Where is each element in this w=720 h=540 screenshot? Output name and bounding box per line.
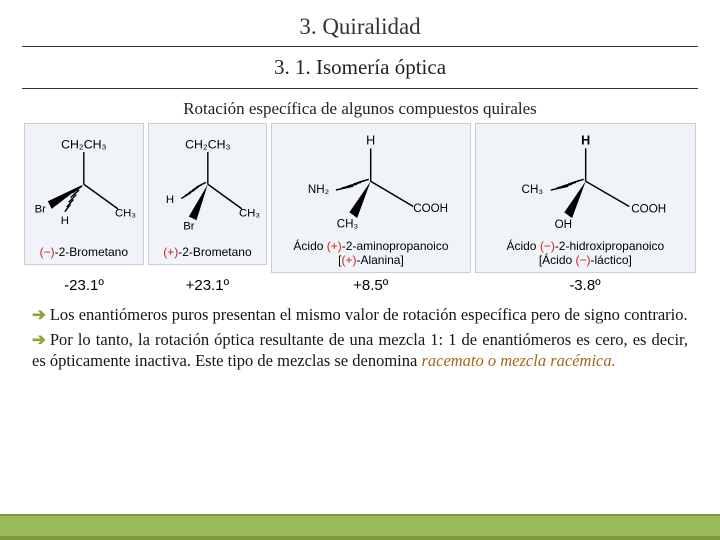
svg-text:H: H (165, 194, 173, 206)
emphasis: racemato o mezcla racémica. (421, 351, 615, 370)
page-subtitle: 3. 1. Isomería óptica (0, 47, 720, 88)
svg-text:CH₂CH₃: CH₂CH₃ (185, 137, 230, 151)
paragraph: Los enantiómeros puros presentan el mism… (50, 305, 688, 324)
compound-name: -2-Brometano (55, 245, 128, 259)
sign-label: (+) (327, 239, 342, 253)
svg-text:H: H (366, 134, 375, 148)
compound-name: -2-aminopropanoico (342, 239, 449, 253)
molecule-label: (−)-2-Brometano (40, 244, 128, 260)
svg-text:NH₂: NH₂ (308, 183, 329, 196)
molecule-label: Ácido (−)-2-hidroxipropanoico [Ácido (−)… (506, 238, 664, 268)
svg-text:COOH: COOH (631, 202, 666, 215)
rotation-value: -3.8º (474, 277, 696, 294)
molecule-panel: H COOH CH₃ OH Ácido (−)-2-hidroxipropano… (475, 123, 696, 273)
rotation-row: -23.1º +23.1º +8.5º -3.8º (0, 273, 720, 294)
svg-text:H: H (61, 215, 69, 227)
molecule-structure-icon: CH₂CH₃ CH₃ Br H (27, 130, 141, 244)
compound-name: -2-Brometano (178, 245, 251, 259)
alt-name-prefix: [Ácido (539, 253, 576, 267)
molecule-structure-icon: H COOH CH₃ OH (478, 130, 693, 238)
molecule-structure-icon: CH₂CH₃ CH₃ H Br (151, 130, 265, 244)
body-text: ➔Los enantiómeros puros presentan el mis… (0, 294, 720, 371)
molecule-label: (+)-2-Brometano (163, 244, 251, 260)
sign-label: (+) (163, 245, 178, 259)
svg-text:Br: Br (35, 204, 47, 216)
svg-text:CH₂CH₃: CH₂CH₃ (61, 137, 106, 151)
rotation-value: +8.5º (271, 277, 471, 294)
molecule-panel: CH₂CH₃ CH₃ Br H (−)-2-Brometano (24, 123, 144, 265)
compound-name-prefix: Ácido (506, 239, 539, 253)
bullet-arrow-icon: ➔ (32, 329, 46, 350)
molecule-panel: H COOH NH₂ CH₃ Ácido (+)-2-aminopropanoi… (271, 123, 470, 273)
svg-text:CH₃: CH₃ (521, 183, 543, 196)
compound-name-prefix: Ácido (293, 239, 326, 253)
molecule-row: CH₂CH₃ CH₃ Br H (−)-2-Brometano CH₂CH₃ (0, 123, 720, 273)
rotation-value: +23.1º (147, 277, 267, 294)
svg-text:COOH: COOH (414, 202, 449, 215)
sign-label: (+) (341, 253, 356, 267)
rotation-value: -23.1º (24, 277, 144, 294)
molecule-panel: CH₂CH₃ CH₃ H Br (+)-2-Brometano (148, 123, 268, 265)
footer-bar (0, 514, 720, 540)
svg-text:H: H (581, 133, 590, 147)
sign-label: (−) (576, 253, 591, 267)
svg-text:CH₃: CH₃ (115, 207, 136, 219)
svg-text:OH: OH (554, 218, 571, 231)
compound-name: -2-hidroxipropanoico (555, 239, 664, 253)
sign-label: (−) (40, 245, 55, 259)
slide: 3. Quiralidad 3. 1. Isomería óptica Rota… (0, 0, 720, 540)
alt-name: -láctico] (591, 253, 632, 267)
svg-text:CH₃: CH₃ (337, 218, 359, 231)
page-title: 3. Quiralidad (0, 0, 720, 46)
alt-name: -Alanina] (356, 253, 403, 267)
bullet-arrow-icon: ➔ (32, 304, 46, 325)
figure-caption: Rotación específica de algunos compuesto… (0, 89, 720, 123)
molecule-structure-icon: H COOH NH₂ CH₃ (274, 130, 467, 238)
sign-label: (−) (540, 239, 555, 253)
svg-text:CH₃: CH₃ (239, 207, 260, 219)
svg-text:Br: Br (183, 221, 195, 233)
molecule-label: Ácido (+)-2-aminopropanoico [(+)-Alanina… (293, 238, 448, 268)
